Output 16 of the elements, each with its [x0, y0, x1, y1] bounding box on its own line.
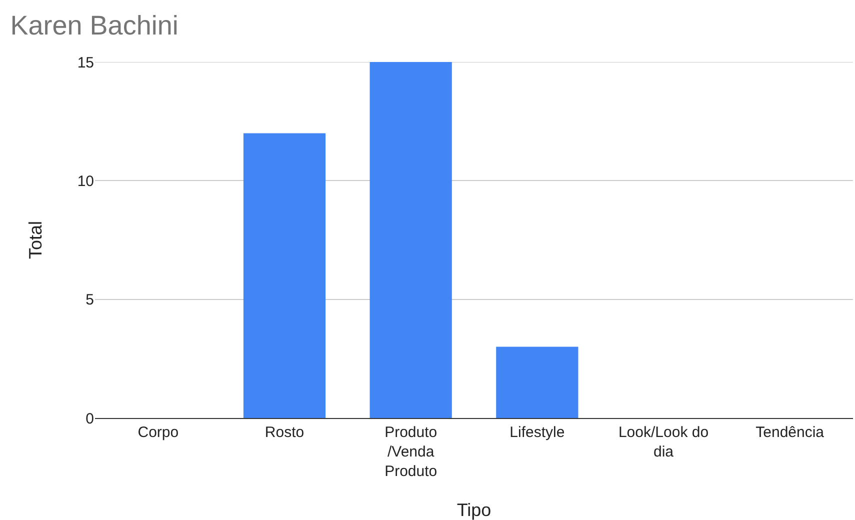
x-tick-label: Tendência — [756, 424, 825, 441]
x-tick-label: Corpo — [138, 424, 179, 441]
x-tick-label: Look/Look do dia — [618, 424, 709, 460]
x-tick-label: Produto /Venda Produto — [384, 424, 438, 480]
bar — [370, 62, 452, 418]
y-tick-label: 10 — [77, 172, 94, 190]
x-tick-label: Rosto — [264, 424, 304, 441]
y-tick-label: 15 — [77, 54, 94, 72]
y-tick-label: 5 — [86, 292, 94, 309]
x-tick-label: Lifestyle — [510, 424, 565, 441]
y-axis-title: Total — [26, 220, 46, 260]
chart-title: Karen Bachini — [10, 10, 178, 40]
y-tick-label: 0 — [86, 410, 94, 428]
bar — [496, 346, 578, 418]
x-axis-title: Tipo — [456, 500, 492, 520]
bar — [243, 133, 326, 418]
